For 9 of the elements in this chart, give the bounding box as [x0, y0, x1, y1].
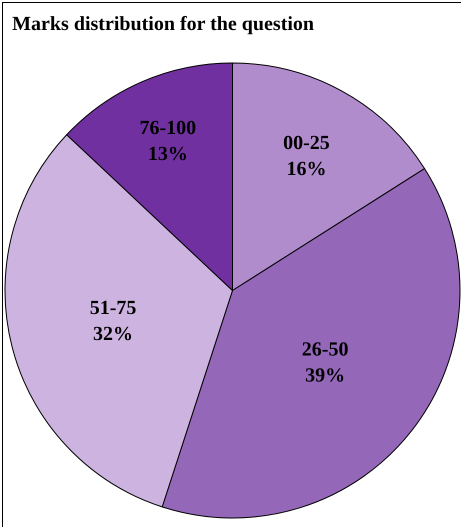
chart-title: Marks distribution for the question — [12, 13, 314, 36]
slice-label: 76-100 — [139, 117, 196, 140]
slice-label: 26-50 — [302, 338, 348, 360]
slice-label: 51-75 — [90, 297, 136, 320]
data-label: 39% — [305, 364, 346, 386]
data-label: 16% — [286, 158, 326, 180]
slice-label: 00-25 — [283, 132, 330, 154]
data-label: 32% — [93, 323, 134, 346]
data-label: 13% — [148, 143, 188, 166]
